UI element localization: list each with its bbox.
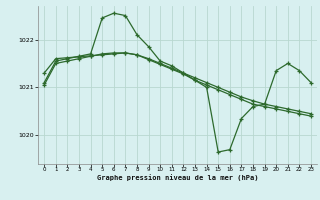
X-axis label: Graphe pression niveau de la mer (hPa): Graphe pression niveau de la mer (hPa) bbox=[97, 174, 258, 181]
